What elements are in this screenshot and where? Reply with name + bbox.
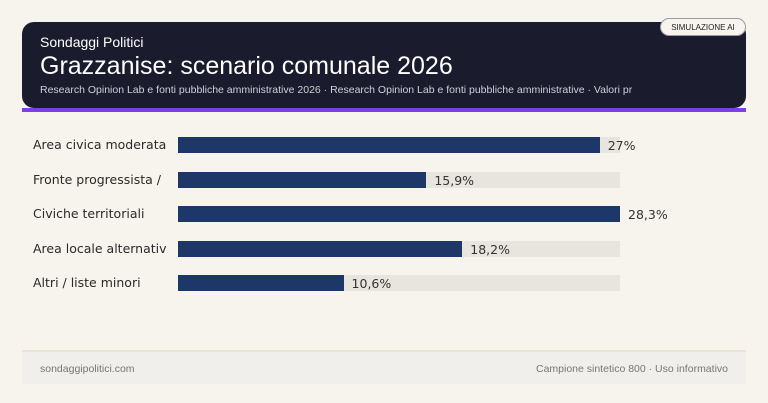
category-label: Fronte progressista /	[33, 171, 161, 187]
value-label: 27%	[607, 138, 636, 153]
accent-line	[22, 108, 746, 112]
header-panel: Sondaggi Politici Grazzanise: scenario c…	[22, 22, 746, 108]
value-label: 28,3%	[628, 207, 668, 222]
bar	[178, 275, 344, 291]
value-label: 18,2%	[470, 241, 510, 257]
bar	[178, 240, 463, 257]
value-label: 15,9%	[434, 172, 475, 188]
bar	[178, 171, 427, 188]
source-subtitle: Research Opinion Lab e fonti pubbliche a…	[40, 84, 633, 96]
category-label: Altri / liste minori	[33, 275, 141, 290]
category-label: Area locale alternativ	[33, 240, 167, 256]
bar	[178, 206, 620, 222]
brand-name: Sondaggi Politici	[40, 34, 144, 50]
bar	[178, 137, 600, 153]
badge-label: SIMULAZIONE AI	[671, 23, 735, 32]
footer-site: sondaggipolitici.com	[40, 363, 135, 375]
category-label: Area civica moderata	[33, 137, 167, 152]
value-label: 10,6%	[351, 276, 392, 291]
footer-note: Campione sintetico 800 · Uso informativo	[535, 363, 728, 375]
simulation-badge: SIMULAZIONE AI	[660, 18, 746, 36]
category-label: Civiche territoriali	[33, 206, 145, 221]
page-title: Grazzanise: scenario comunale 2026	[40, 52, 453, 80]
footer: sondaggipolitici.com Campione sintetico …	[22, 350, 746, 384]
